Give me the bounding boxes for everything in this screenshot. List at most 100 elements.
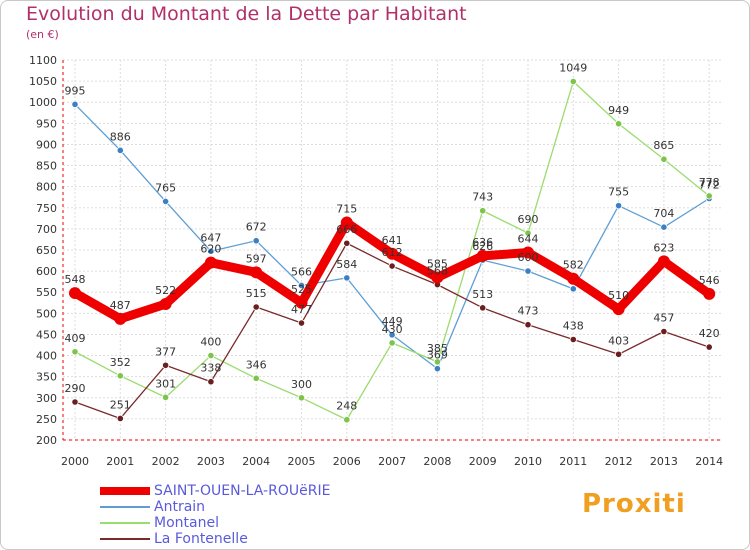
data-label-la-fontenelle: 477: [291, 303, 312, 316]
data-label-montanel: 248: [336, 400, 357, 413]
data-point-saint-ouen-la-rou-rie: [476, 249, 489, 262]
data-point-saint-ouen-la-rou-rie: [250, 266, 263, 279]
y-tick-label: 800: [36, 181, 57, 194]
data-label-montanel: 300: [291, 378, 312, 391]
data-point-antrain: [343, 274, 351, 282]
data-label-saint-ouen-la-rou-rie: 510: [608, 289, 629, 302]
y-tick-label: 850: [36, 160, 57, 173]
x-tick-label: 2011: [559, 455, 587, 468]
data-label-saint-ouen-la-rou-rie: 546: [699, 274, 720, 287]
legend: SAINT-OUEN-LA-ROUëRIE Antrain Montanel L…: [100, 483, 330, 547]
data-label-la-fontenelle: 473: [518, 305, 539, 318]
data-point-saint-ouen-la-rou-rie: [340, 216, 353, 229]
data-point-saint-ouen-la-rou-rie: [522, 246, 534, 259]
data-label-saint-ouen-la-rou-rie: 522: [155, 284, 176, 297]
chart-title: Evolution du Montant de la Dette par Hab…: [26, 3, 467, 25]
x-tick-label: 2006: [333, 455, 361, 468]
data-point-montanel: [705, 192, 713, 200]
data-label-la-fontenelle: 290: [65, 382, 86, 395]
data-label-montanel: 743: [472, 191, 493, 204]
data-point-antrain: [71, 100, 79, 108]
data-label-antrain: 672: [246, 221, 267, 234]
chart-subtitle: (en €): [26, 28, 59, 41]
data-label-antrain: 600: [518, 251, 539, 264]
data-label-antrain: 755: [608, 186, 629, 199]
data-point-montanel: [297, 394, 306, 402]
data-label-la-fontenelle: 515: [246, 287, 267, 300]
data-point-antrain: [162, 197, 170, 206]
data-point-la-fontenelle: [569, 335, 577, 344]
data-label-la-fontenelle: 666: [336, 223, 357, 236]
x-tick-label: 2014: [695, 455, 723, 468]
data-label-antrain: 765: [155, 181, 176, 194]
y-tick-label: 900: [36, 138, 57, 151]
data-label-antrain: 449: [382, 315, 403, 328]
data-point-saint-ouen-la-rou-rie: [431, 271, 444, 284]
x-tick-label: 2005: [288, 455, 316, 468]
data-point-montanel: [569, 77, 577, 86]
y-tick-label: 1000: [29, 96, 57, 109]
legend-swatch-saint-ouen: [100, 487, 150, 495]
data-point-antrain: [252, 237, 260, 245]
data-point-la-fontenelle: [252, 303, 260, 311]
data-point-la-fontenelle: [388, 262, 396, 270]
data-label-la-fontenelle: 612: [382, 246, 403, 259]
data-point-saint-ouen-la-rou-rie: [204, 256, 217, 269]
y-tick-label: 750: [36, 202, 57, 215]
data-point-antrain: [660, 223, 668, 231]
data-label-antrain: 886: [110, 130, 131, 143]
data-label-montanel: 352: [110, 356, 131, 369]
data-label-la-fontenelle: 420: [699, 327, 720, 340]
data-point-la-fontenelle: [207, 378, 215, 386]
data-label-la-fontenelle: 377: [155, 345, 176, 358]
x-tick-label: 2009: [469, 455, 497, 468]
y-tick-label: 1100: [29, 54, 57, 67]
data-label-la-fontenelle: 403: [608, 334, 629, 347]
data-label-la-fontenelle: 513: [472, 288, 493, 301]
data-label-montanel: 865: [653, 139, 674, 152]
data-point-la-fontenelle: [162, 361, 170, 369]
data-label-saint-ouen-la-rou-rie: 597: [246, 252, 267, 265]
y-tick-label: 550: [36, 286, 57, 299]
data-label-saint-ouen-la-rou-rie: 582: [563, 259, 584, 272]
data-point-montanel: [343, 416, 351, 424]
x-tick-label: 2012: [605, 455, 633, 468]
data-point-saint-ouen-la-rou-rie: [657, 255, 670, 268]
data-point-la-fontenelle: [116, 414, 124, 423]
data-point-montanel: [252, 374, 260, 382]
data-label-saint-ouen-la-rou-rie: 641: [382, 234, 403, 247]
y-tick-label: 450: [36, 328, 57, 341]
data-point-montanel: [388, 339, 396, 347]
data-point-montanel: [614, 120, 623, 128]
data-point-saint-ouen-la-rou-rie: [159, 298, 172, 311]
data-label-antrain: 995: [65, 84, 86, 97]
data-label-la-fontenelle: 457: [653, 311, 674, 324]
data-label-antrain: 772: [699, 178, 720, 191]
data-label-saint-ouen-la-rou-rie: 715: [336, 203, 357, 216]
legend-swatch-montanel: [100, 522, 150, 524]
data-point-saint-ouen-la-rou-rie: [386, 247, 399, 260]
data-label-montanel: 430: [382, 323, 403, 336]
y-tick-label: 300: [36, 392, 57, 405]
x-tick-label: 2003: [197, 455, 225, 468]
data-label-antrain: 626: [472, 240, 493, 253]
legend-swatch-antrain: [100, 506, 150, 508]
data-label-montanel: 778: [699, 176, 720, 189]
data-point-montanel: [660, 155, 668, 163]
data-label-saint-ouen-la-rou-rie: 623: [653, 241, 674, 254]
data-label-montanel: 346: [246, 358, 267, 371]
data-point-antrain: [207, 247, 215, 255]
legend-label-montanel: Montanel: [154, 515, 219, 531]
y-tick-label: 500: [36, 307, 57, 320]
y-tick-label: 600: [36, 265, 57, 278]
data-label-saint-ouen-la-rou-rie: 487: [110, 299, 131, 312]
data-point-montanel: [71, 348, 79, 356]
data-label-saint-ouen-la-rou-rie: 525: [291, 283, 312, 296]
data-point-saint-ouen-la-rou-rie: [612, 303, 625, 316]
data-point-antrain: [614, 202, 623, 210]
x-tick-label: 2000: [61, 455, 89, 468]
data-point-la-fontenelle: [71, 398, 79, 406]
data-point-la-fontenelle: [479, 304, 487, 312]
data-label-saint-ouen-la-rou-rie: 548: [65, 273, 86, 286]
